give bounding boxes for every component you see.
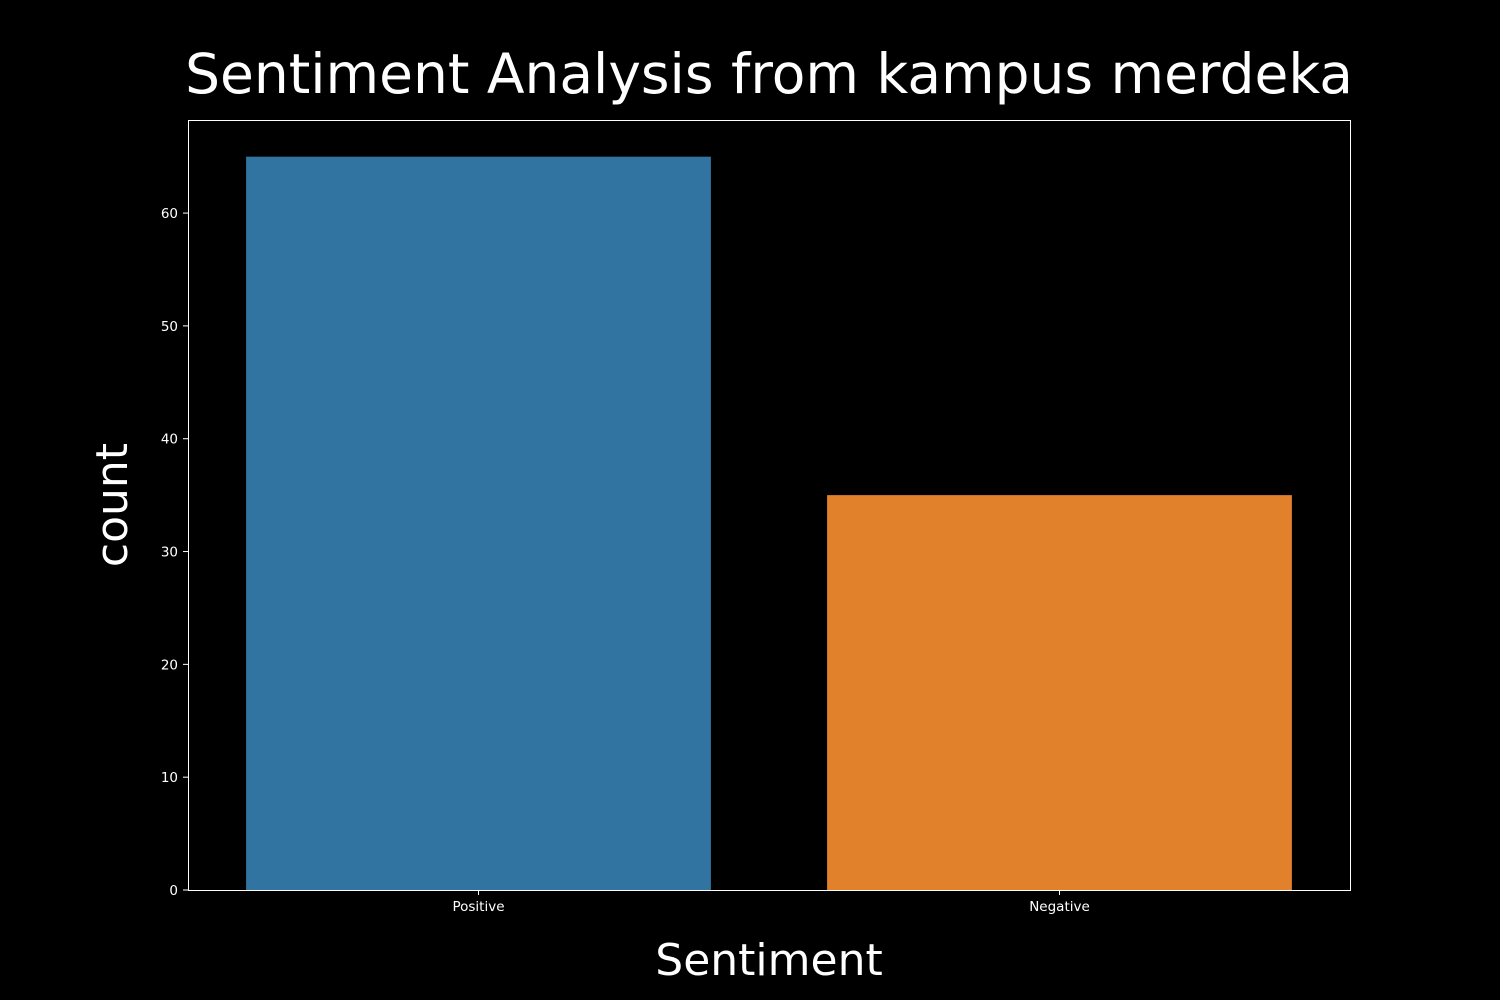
x-tick-label: Positive — [452, 899, 504, 915]
x-axis-ticks: Positive Negative — [452, 890, 1090, 915]
bar-positive — [246, 156, 711, 890]
y-tick-label: 20 — [161, 657, 178, 673]
plot-frame — [188, 120, 1351, 891]
y-tick-label: 0 — [169, 883, 178, 899]
chart-title: Sentiment Analysis from kampus merdeka — [185, 42, 1353, 106]
y-tick-label: 30 — [161, 545, 178, 561]
y-tick-label: 10 — [161, 770, 178, 786]
y-axis-label: count — [87, 443, 138, 567]
y-axis-ticks: 0 10 20 30 40 50 60 — [161, 206, 188, 899]
plot-area: 0 10 20 30 40 50 60 Positive Negative — [161, 120, 1351, 915]
x-tick-label: Negative — [1029, 899, 1090, 915]
y-tick-label: 40 — [161, 432, 178, 448]
y-tick-label: 60 — [161, 206, 178, 222]
bars — [246, 156, 1292, 890]
bar-negative — [827, 495, 1292, 890]
y-tick-label: 50 — [161, 319, 178, 335]
x-axis-label: Sentiment — [655, 935, 882, 986]
